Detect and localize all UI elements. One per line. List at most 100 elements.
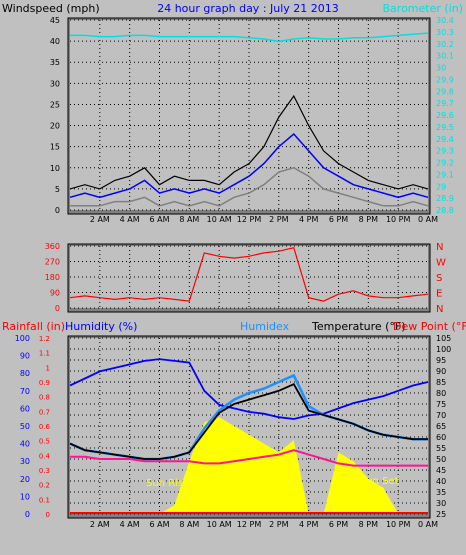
- y-tick-label-temp: 55: [436, 444, 446, 453]
- x-tick-label: 10 PM: [386, 520, 411, 529]
- compass-label: W: [436, 258, 446, 269]
- temp-label: Temperature (°F): [311, 320, 406, 333]
- y-tick-label-temp: 50: [436, 455, 446, 464]
- sunset-label: Sun Set: [360, 476, 399, 487]
- x-tick-label: 6 PM: [329, 215, 348, 224]
- y-tick-label-temp: 70: [436, 411, 446, 420]
- y-tick-label-baro: 28.9: [436, 194, 454, 203]
- y-tick-label-wind: 25: [50, 100, 60, 109]
- y-tick-label-temp: 60: [436, 433, 446, 442]
- dir-series: [69, 246, 429, 302]
- y-tick-label-humidity: 60: [20, 404, 30, 413]
- y-tick-label-baro: 30.2: [436, 40, 454, 49]
- series-humidity: [69, 358, 429, 420]
- x-tick-label: 2 PM: [269, 520, 288, 529]
- y-tick-label-rain: 0.1: [39, 496, 50, 504]
- y-tick-label-humidity: 90: [20, 352, 30, 361]
- y-tick-label-baro: 29.8: [436, 87, 454, 96]
- y-tick-label-humidity: 80: [20, 369, 30, 378]
- rain-label: Rainfall (in): [2, 320, 65, 333]
- y-tick-label-baro: 28.8: [436, 206, 454, 215]
- y-tick-label-rain: 0.6: [39, 423, 51, 431]
- wind-ylabel-left: Windspeed (mph): [2, 2, 100, 15]
- y-tick-label-humidity: 40: [20, 440, 30, 449]
- y-tick-label-humidity: 30: [20, 457, 30, 466]
- wind-plot-inner: [70, 20, 428, 210]
- y-tick-label-dir: 270: [45, 258, 60, 267]
- y-tick-label-temp: 65: [436, 422, 446, 431]
- y-tick-label-temp: 90: [436, 367, 446, 376]
- x-tick-label: 10 AM: [207, 215, 232, 224]
- y-tick-label-baro: 30: [436, 64, 446, 73]
- wind-title: 24 hour graph day : July 21 2013: [157, 2, 339, 15]
- x-tick-label: 2 AM: [90, 215, 110, 224]
- y-tick-label-baro: 30.4: [436, 16, 454, 25]
- y-tick-label-dir: 0: [55, 304, 60, 313]
- dir-ticks: 0 N 90 E 180 S 270 W 360 N: [45, 242, 446, 315]
- x-tick-label: 0 AM: [418, 520, 438, 529]
- y-tick-label-dir: 360: [45, 242, 60, 251]
- compass-label: E: [436, 289, 442, 300]
- y-tick-label-humidity: 10: [20, 492, 30, 501]
- sunrise-label: Sun Rise: [146, 478, 189, 489]
- x-tick-label: 6 PM: [329, 520, 348, 529]
- x-tick-label: 8 PM: [359, 215, 378, 224]
- y-tick-label-rain: 0.4: [39, 452, 51, 460]
- x-tick-label: 0 AM: [418, 215, 438, 224]
- y-tick-label-rain: 1.1: [39, 350, 50, 358]
- dew-label: Dew Point (°F): [393, 320, 466, 333]
- y-tick-label-rain: 0.7: [39, 408, 50, 416]
- y-tick-label-humidity: 50: [20, 422, 30, 431]
- x-tick-label: 12 PM: [237, 520, 262, 529]
- y-tick-label-baro: 29: [436, 182, 446, 191]
- y-tick-label-dir: 180: [45, 273, 60, 282]
- x-tick-label: 4 PM: [299, 520, 318, 529]
- y-tick-label-wind: 30: [50, 79, 60, 88]
- wind-direction-panel: 0 N 90 E 180 S 270 W 360 N: [45, 242, 446, 315]
- y-tick-label-humidity: 70: [20, 387, 30, 396]
- series-temperature: [69, 383, 428, 460]
- y-tick-label-baro: 29.3: [436, 147, 454, 156]
- temp-humidity-panel: Rainfall (in) Humidity (%) Humidex Tempe…: [2, 320, 466, 529]
- series-wind-direction: [69, 246, 429, 302]
- y-tick-label-baro: 29.7: [436, 99, 454, 108]
- x-tick-label: 8 AM: [179, 520, 199, 529]
- x-tick-label: 6 AM: [149, 520, 169, 529]
- y-tick-label-temp: 100: [436, 345, 451, 354]
- x-tick-label: 10 AM: [207, 520, 232, 529]
- wind-ticks: 0 5 10 15 20 25 30 35 40 45 28.8 28.9 29 29.1 29.2 29.3…: [50, 16, 454, 224]
- y-tick-label-baro: 29.2: [436, 159, 454, 168]
- compass-label: N: [436, 304, 443, 315]
- y-tick-label-baro: 29.5: [436, 123, 454, 132]
- y-tick-label-rain: 0.8: [39, 394, 50, 402]
- series-barometer: [70, 32, 429, 43]
- y-tick-label-rain: 1: [46, 364, 50, 372]
- temp-ticks: 25303540455055606570758085909510010500.1…: [15, 334, 452, 529]
- x-tick-label: 4 AM: [120, 215, 140, 224]
- y-tick-label-temp: 85: [436, 378, 446, 387]
- series-dewpoint: [70, 449, 428, 467]
- y-tick-label-baro: 29.6: [436, 111, 454, 120]
- y-tick-label-wind: 45: [50, 16, 60, 25]
- series-wind-min: [70, 166, 429, 207]
- y-tick-label-baro: 30.3: [436, 28, 454, 37]
- y-tick-label-wind: 15: [50, 143, 60, 152]
- y-tick-label-wind: 35: [50, 58, 60, 67]
- x-tick-label: 12 PM: [237, 215, 262, 224]
- x-tick-label: 2 PM: [269, 215, 288, 224]
- y-tick-label-temp: 105: [436, 334, 451, 343]
- y-tick-label-rain: 0.3: [39, 467, 50, 475]
- x-tick-label: 8 PM: [359, 520, 378, 529]
- y-tick-label-temp: 75: [436, 400, 446, 409]
- x-tick-label: 4 AM: [120, 520, 140, 529]
- x-tick-label: 4 PM: [299, 215, 318, 224]
- y-tick-label-temp: 30: [436, 499, 446, 508]
- x-tick-label: 6 AM: [149, 215, 169, 224]
- y-tick-label-rain: 0: [46, 511, 50, 519]
- y-tick-label-baro: 29.1: [436, 170, 454, 179]
- compass-label: S: [436, 273, 442, 284]
- wind-ylabel-right: Barometer (in): [383, 2, 464, 15]
- y-tick-label-wind: 5: [55, 185, 60, 194]
- series-wind-gust: [69, 94, 429, 190]
